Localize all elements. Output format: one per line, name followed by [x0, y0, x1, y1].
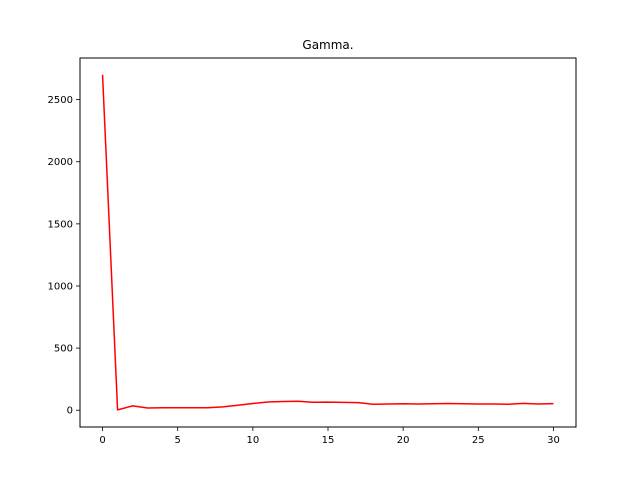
series-line-0 — [101, 74, 554, 411]
plot-frame — [79, 57, 577, 428]
y-axis: 0 500 1000 1500 2000 2500 — [48, 95, 80, 417]
y-tick-label: 2000 — [48, 157, 73, 168]
x-tick-label: 0 — [99, 435, 105, 446]
y-tick-label: 2500 — [48, 95, 73, 106]
x-tick-label: 5 — [175, 435, 181, 446]
chart-title: Gamma. — [302, 38, 353, 52]
x-tick-label: 10 — [246, 435, 259, 446]
y-tick-label: 1000 — [48, 281, 73, 292]
x-tick-label: 15 — [322, 435, 335, 446]
y-tick-label: 0 — [67, 406, 73, 417]
x-tick-label: 25 — [472, 435, 485, 446]
x-tick-label: 20 — [397, 435, 410, 446]
y-tick-label: 1500 — [48, 219, 73, 230]
y-tick-label: 500 — [54, 344, 73, 355]
series-layer — [101, 74, 554, 411]
x-tick-label: 30 — [547, 435, 560, 446]
x-axis: 0 5 10 15 20 25 30 — [99, 427, 560, 446]
